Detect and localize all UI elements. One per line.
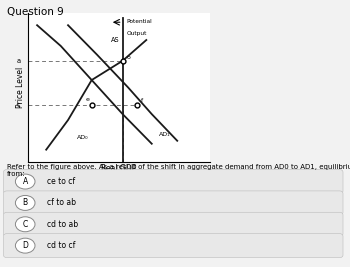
Text: Question 9: Question 9 xyxy=(7,7,64,17)
Text: C: C xyxy=(22,220,28,229)
Text: e: e xyxy=(86,97,90,102)
Text: B: B xyxy=(23,198,28,207)
Text: a: a xyxy=(16,58,21,64)
Text: Output: Output xyxy=(126,31,147,36)
Text: o: o xyxy=(126,55,130,60)
Text: D: D xyxy=(22,241,28,250)
Text: cf to ab: cf to ab xyxy=(47,198,76,207)
Text: cd to ab: cd to ab xyxy=(47,220,78,229)
Y-axis label: Price Level: Price Level xyxy=(16,67,25,108)
Text: ce to cf: ce to cf xyxy=(47,177,75,186)
Text: Potential: Potential xyxy=(126,19,152,24)
Text: Refer to the figure above. As a result of the shift in aggregate demand from AD0: Refer to the figure above. As a result o… xyxy=(7,164,350,177)
X-axis label: Real GDP: Real GDP xyxy=(101,164,137,173)
Text: c: c xyxy=(17,102,21,108)
Text: AS: AS xyxy=(111,37,120,43)
Text: 0: 0 xyxy=(13,169,18,178)
Text: f: f xyxy=(141,98,143,103)
Text: A: A xyxy=(22,177,28,186)
Text: AD₁: AD₁ xyxy=(159,132,170,137)
Text: d: d xyxy=(121,172,125,177)
Text: cd to cf: cd to cf xyxy=(47,241,76,250)
Text: g: g xyxy=(90,172,94,177)
Text: AD₀: AD₀ xyxy=(77,135,89,140)
